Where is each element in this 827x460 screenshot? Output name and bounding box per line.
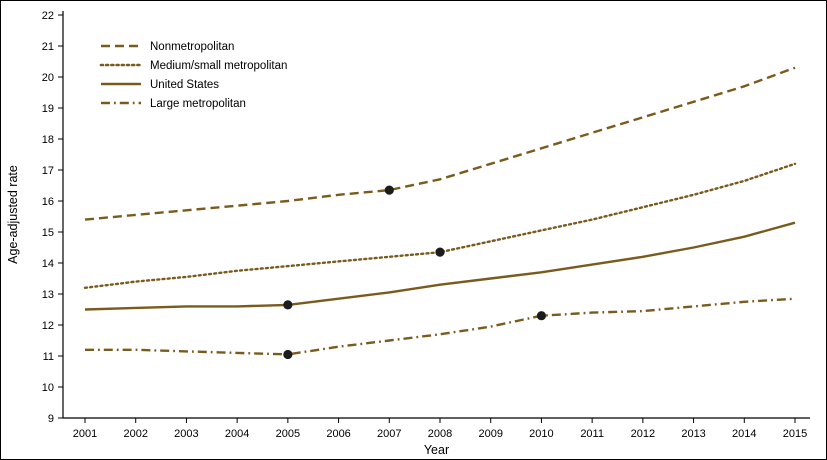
x-tick-label: 2005 bbox=[276, 428, 300, 440]
x-tick-label: 2008 bbox=[428, 428, 452, 440]
x-tick-label: 2011 bbox=[580, 428, 604, 440]
x-tick-label: 2003 bbox=[174, 428, 198, 440]
x-tick-label: 2010 bbox=[529, 428, 553, 440]
x-tick-label: 2007 bbox=[377, 428, 401, 440]
joinpoint-marker bbox=[435, 247, 445, 257]
y-tick-label: 21 bbox=[42, 41, 54, 53]
y-tick-label: 14 bbox=[42, 258, 54, 270]
y-tick-label: 15 bbox=[42, 227, 54, 239]
x-tick-label: 2015 bbox=[783, 428, 807, 440]
y-tick-label: 12 bbox=[42, 320, 54, 332]
y-tick-label: 19 bbox=[42, 103, 54, 115]
x-tick-label: 2009 bbox=[478, 428, 502, 440]
y-tick-label: 17 bbox=[42, 165, 54, 177]
y-tick-label: 18 bbox=[42, 134, 54, 146]
series-line-large-metropolitan bbox=[85, 297, 796, 356]
legend-label: Medium/small metropolitan bbox=[150, 60, 287, 72]
x-tick-label: 2006 bbox=[326, 428, 350, 440]
x-tick-label: 2013 bbox=[681, 428, 705, 440]
y-tick-label: 13 bbox=[42, 289, 54, 301]
y-tick-label: 11 bbox=[43, 351, 54, 363]
joinpoint-marker bbox=[283, 349, 293, 360]
y-tick-label: 20 bbox=[42, 72, 54, 84]
y-axis-title: Age-adjusted rate bbox=[6, 165, 20, 264]
joinpoint-marker bbox=[283, 300, 293, 310]
joinpoint-marker bbox=[384, 185, 394, 195]
x-tick-label: 2004 bbox=[225, 428, 249, 440]
y-tick-label: 10 bbox=[42, 382, 54, 394]
x-tick-label: 2001 bbox=[73, 428, 97, 440]
series-line-medium-small-metropolitan bbox=[83, 162, 797, 289]
series-line-nonmetropolitan bbox=[84, 66, 796, 221]
legend-label: Large metropolitan bbox=[150, 98, 246, 110]
series-line-united-states bbox=[84, 221, 796, 311]
legend-label: United States bbox=[150, 79, 219, 91]
joinpoint-marker bbox=[536, 311, 547, 321]
x-tick-label: 2002 bbox=[123, 428, 147, 440]
legend-label: Nonmetropolitan bbox=[150, 41, 234, 53]
y-tick-label: 9 bbox=[48, 413, 54, 425]
y-tick-label: 22 bbox=[42, 10, 54, 22]
x-tick-label: 2012 bbox=[631, 428, 655, 440]
x-axis-title: Year bbox=[424, 443, 449, 457]
x-tick-label: 2014 bbox=[732, 428, 756, 440]
y-tick-label: 16 bbox=[42, 196, 54, 208]
